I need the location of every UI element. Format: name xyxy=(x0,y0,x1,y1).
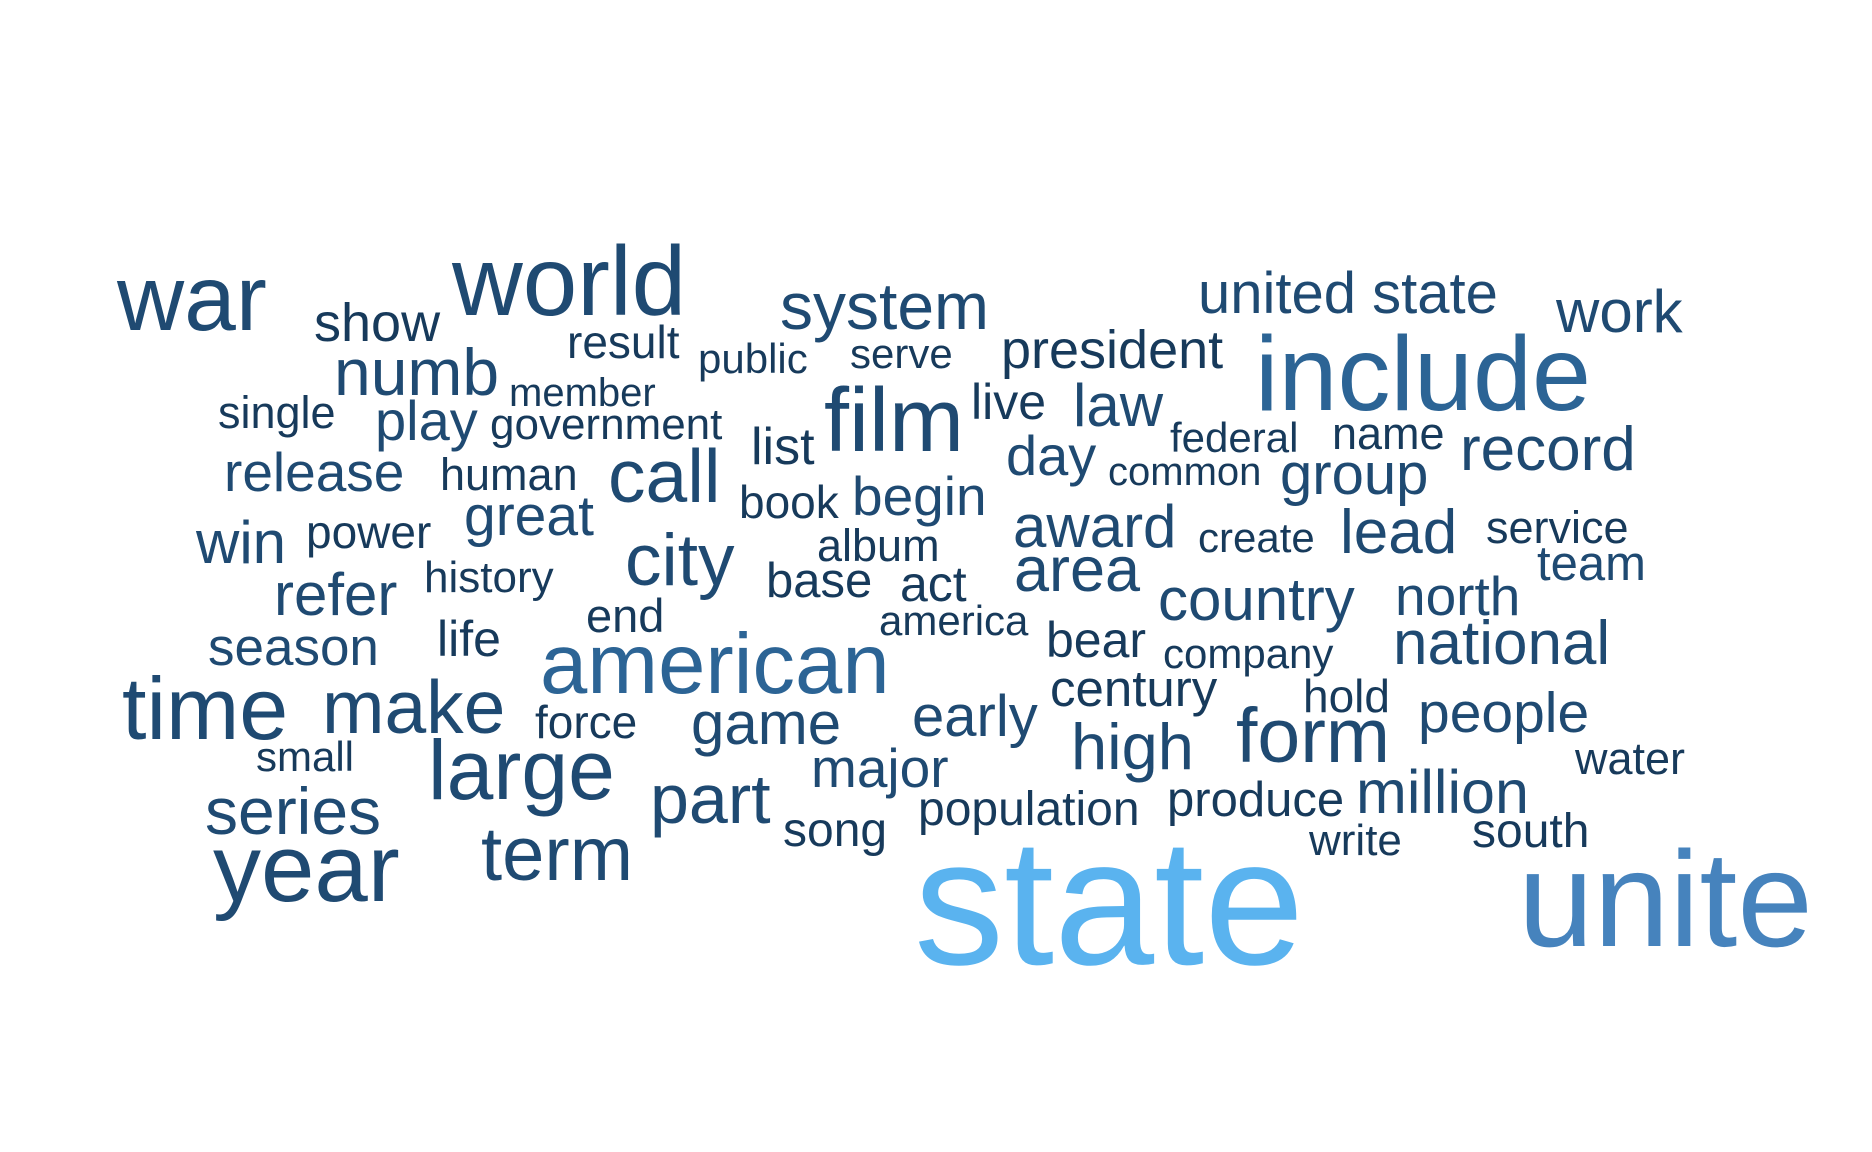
word: play xyxy=(375,389,478,452)
word: government xyxy=(490,400,723,449)
word: member xyxy=(509,371,656,415)
word: force xyxy=(535,696,638,748)
word: century xyxy=(1050,660,1218,717)
word: award xyxy=(1013,493,1177,560)
word: part xyxy=(650,760,771,838)
word: early xyxy=(912,684,1038,749)
word: single xyxy=(218,387,336,438)
word: term xyxy=(481,812,633,897)
word: world xyxy=(452,226,687,336)
word: hold xyxy=(1303,670,1390,722)
word: history xyxy=(424,553,554,602)
word: small xyxy=(256,733,355,780)
word: begin xyxy=(852,465,987,527)
word: public xyxy=(698,335,808,382)
word: city xyxy=(625,520,735,601)
word: name xyxy=(1332,408,1445,459)
word: form xyxy=(1236,693,1390,779)
word: year xyxy=(213,815,400,922)
word: state xyxy=(914,802,1305,1003)
word: water xyxy=(1575,733,1686,784)
word: great xyxy=(464,484,594,548)
word: make xyxy=(322,665,506,749)
word: federal xyxy=(1170,414,1299,461)
word: service xyxy=(1486,502,1629,553)
word: bear xyxy=(1046,612,1147,668)
word: write xyxy=(1309,816,1402,865)
word: album xyxy=(817,520,940,571)
word: series xyxy=(205,774,382,848)
word: show xyxy=(314,293,441,353)
word: list xyxy=(751,418,815,476)
word: day xyxy=(1006,424,1097,487)
word: power xyxy=(306,506,432,558)
word: company xyxy=(1163,630,1334,677)
word: time xyxy=(122,659,289,758)
word: unite xyxy=(1518,823,1813,975)
word: call xyxy=(608,434,721,518)
word: release xyxy=(224,441,405,503)
word: end xyxy=(586,589,665,642)
word: north xyxy=(1395,565,1521,627)
word: create xyxy=(1198,514,1315,561)
word: united state xyxy=(1198,261,1498,326)
word: million xyxy=(1356,758,1529,826)
word: refer xyxy=(274,561,398,628)
word: produce xyxy=(1167,773,1345,827)
word: law xyxy=(1073,372,1164,439)
word: game xyxy=(691,690,842,757)
word: war xyxy=(117,246,267,350)
word: book xyxy=(739,476,839,528)
word: team xyxy=(1537,537,1646,591)
word: act xyxy=(900,556,967,612)
word: area xyxy=(1014,535,1141,605)
word: american xyxy=(540,617,890,712)
word: song xyxy=(783,804,888,857)
word: common xyxy=(1108,450,1262,494)
word: lead xyxy=(1340,498,1458,567)
word: america xyxy=(879,597,1029,644)
word: record xyxy=(1460,415,1636,484)
word: life xyxy=(437,611,501,667)
word: film xyxy=(824,371,964,471)
word: country xyxy=(1158,566,1355,633)
word: group xyxy=(1280,442,1429,507)
word: work xyxy=(1556,278,1683,345)
word: win xyxy=(196,509,287,576)
word: human xyxy=(440,449,578,500)
word: system xyxy=(780,269,990,343)
word: live xyxy=(971,374,1047,430)
word: numb xyxy=(334,335,500,409)
word: result xyxy=(567,316,680,368)
word: major xyxy=(811,737,949,799)
word: serve xyxy=(850,330,953,377)
word: south xyxy=(1472,805,1590,858)
word: season xyxy=(208,618,379,677)
word: president xyxy=(1001,320,1224,380)
word: base xyxy=(766,554,873,608)
word: include xyxy=(1255,315,1591,433)
word: high xyxy=(1071,710,1194,783)
word: large xyxy=(428,723,615,817)
word: national xyxy=(1393,609,1611,678)
word: people xyxy=(1418,681,1590,745)
word: population xyxy=(918,783,1140,836)
